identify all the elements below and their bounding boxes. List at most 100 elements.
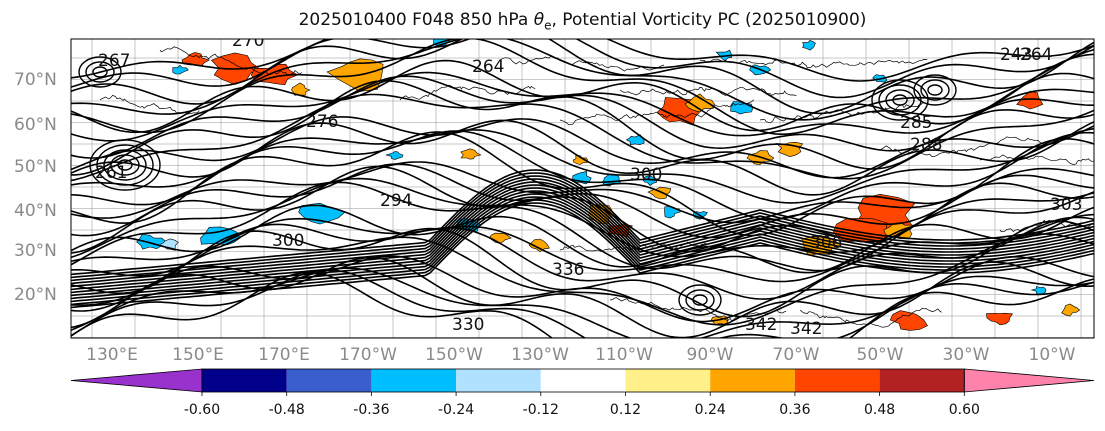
- lat-label: 40°N: [14, 201, 57, 221]
- colorbar-segment: [456, 369, 541, 392]
- theta-e-contour: [71, 79, 1094, 176]
- lon-label: 130°E: [86, 345, 138, 365]
- theta-e-contour: [71, 116, 1094, 179]
- lon-label: 150°E: [172, 345, 224, 365]
- contour-label: 342: [745, 315, 777, 335]
- closed-contour: [878, 84, 922, 116]
- theta-e-contour: [71, 269, 1094, 338]
- closed-contour: [871, 79, 929, 121]
- closed-contour: [920, 79, 950, 101]
- contour-label: 264: [1020, 45, 1052, 65]
- lat-label: 50°N: [14, 157, 57, 177]
- closed-contour: [913, 74, 957, 106]
- contour-labels: 270 264 276 288 300 306 294 264 267 261 243 285 330 3…: [95, 31, 1082, 338]
- coastline: [879, 136, 1044, 157]
- theta-e-contour: [71, 190, 1094, 297]
- pv-patch: [460, 148, 482, 160]
- coastline: [559, 241, 708, 252]
- coastline: [609, 297, 787, 322]
- colorbar-segment: [794, 369, 880, 392]
- contour-label: 243: [1000, 45, 1032, 65]
- colorbar-tick-label: 0.36: [779, 402, 811, 418]
- coastline: [399, 84, 536, 101]
- colorbar-tick-label: -0.48: [268, 402, 305, 418]
- theta-e-contour: [71, 196, 1094, 303]
- theta-e-contour: [71, 233, 1094, 326]
- theta-e-contour: [71, 181, 1094, 288]
- closed-contour: [92, 66, 108, 78]
- lon-label: 150°W: [425, 345, 483, 365]
- lon-label: 90°W: [686, 345, 734, 365]
- lon-label: 30°W: [942, 345, 990, 365]
- contour-label: 285: [900, 113, 932, 133]
- colorbar-segment: [202, 369, 287, 392]
- title-prefix: 2025010400 F048 850 hPa: [298, 10, 534, 30]
- contour-label: 276: [306, 112, 338, 132]
- coastline: [559, 99, 755, 126]
- map-title: 2025010400 F048 850 hPa θe, Potential Vo…: [0, 10, 1105, 32]
- lat-label: 60°N: [14, 115, 57, 135]
- theta-e-contour: [71, 39, 1094, 82]
- pv-patch: [528, 238, 550, 252]
- theta-e-contour: [71, 71, 1094, 142]
- theta-symbol: θ: [533, 10, 545, 30]
- closed-contour: [96, 144, 154, 186]
- pv-patch: [986, 312, 1014, 326]
- lon-label: 50°W: [856, 345, 904, 365]
- contour-label: 294: [380, 191, 412, 211]
- contour-label: 330: [452, 315, 484, 335]
- contour-label: 303: [1050, 195, 1082, 215]
- contour-label: 267: [98, 51, 130, 71]
- closed-contour: [110, 154, 140, 176]
- contour-label: 264: [472, 57, 504, 77]
- theta-e-contour: [71, 39, 1094, 99]
- coastline: [499, 55, 665, 72]
- theta-e-contour: [71, 165, 1094, 254]
- contour-label: 306: [810, 233, 842, 253]
- coastline: [999, 219, 1094, 233]
- colorbar-extend-min: [70, 368, 203, 393]
- colorbar-tick-label: -0.24: [437, 402, 475, 418]
- theta-e-contour: [71, 193, 1094, 300]
- pv-patch: [385, 151, 404, 160]
- coastline: [99, 94, 200, 115]
- theta-e-contour: [71, 199, 1094, 306]
- pv-patch: [1061, 303, 1081, 317]
- contour-label: 270: [232, 31, 264, 51]
- colorbar-tick-label: 0.12: [609, 402, 642, 418]
- colorbar-tick-label: 0.24: [694, 402, 726, 418]
- theta-e-contour: [71, 181, 1094, 272]
- colorbar-segment: [879, 369, 965, 392]
- map-frame: [70, 38, 1095, 339]
- closed-contour: [927, 84, 943, 96]
- colorbar-segment: [710, 369, 795, 392]
- pv-patch: [684, 93, 715, 113]
- pv-patch: [889, 310, 928, 331]
- contour-label: 336: [552, 260, 584, 280]
- pv-patch: [625, 134, 645, 146]
- contour-label: 300: [630, 165, 662, 185]
- colorbar-segment: [286, 369, 372, 392]
- pv-patch: [291, 82, 311, 96]
- colorbar-extend-max: [963, 368, 1095, 393]
- lon-label: 110°W: [595, 345, 653, 365]
- title-suffix: , Potential Vorticity PC (2025010900): [551, 10, 867, 30]
- closed-contour: [85, 61, 115, 83]
- theta-e-contour: [71, 187, 1094, 294]
- colorbar-segment: [540, 369, 626, 392]
- theta-e-contour: [71, 39, 1094, 135]
- closed-contour: [692, 294, 708, 306]
- pv-patch: [172, 64, 189, 75]
- contour-label: 300: [272, 231, 304, 251]
- lat-label: 20°N: [14, 285, 57, 305]
- closed-contour: [892, 94, 908, 106]
- colorbar-segment: [371, 369, 457, 392]
- coastline: [759, 102, 927, 124]
- theta-e-contour: [71, 271, 1094, 338]
- coastline: [799, 307, 942, 328]
- theta-subscript: e: [544, 18, 552, 33]
- theta-e-contour: [71, 178, 1094, 285]
- coastline: [159, 46, 303, 76]
- theta-e-contour: [71, 175, 1094, 282]
- coastlines: [99, 46, 1094, 328]
